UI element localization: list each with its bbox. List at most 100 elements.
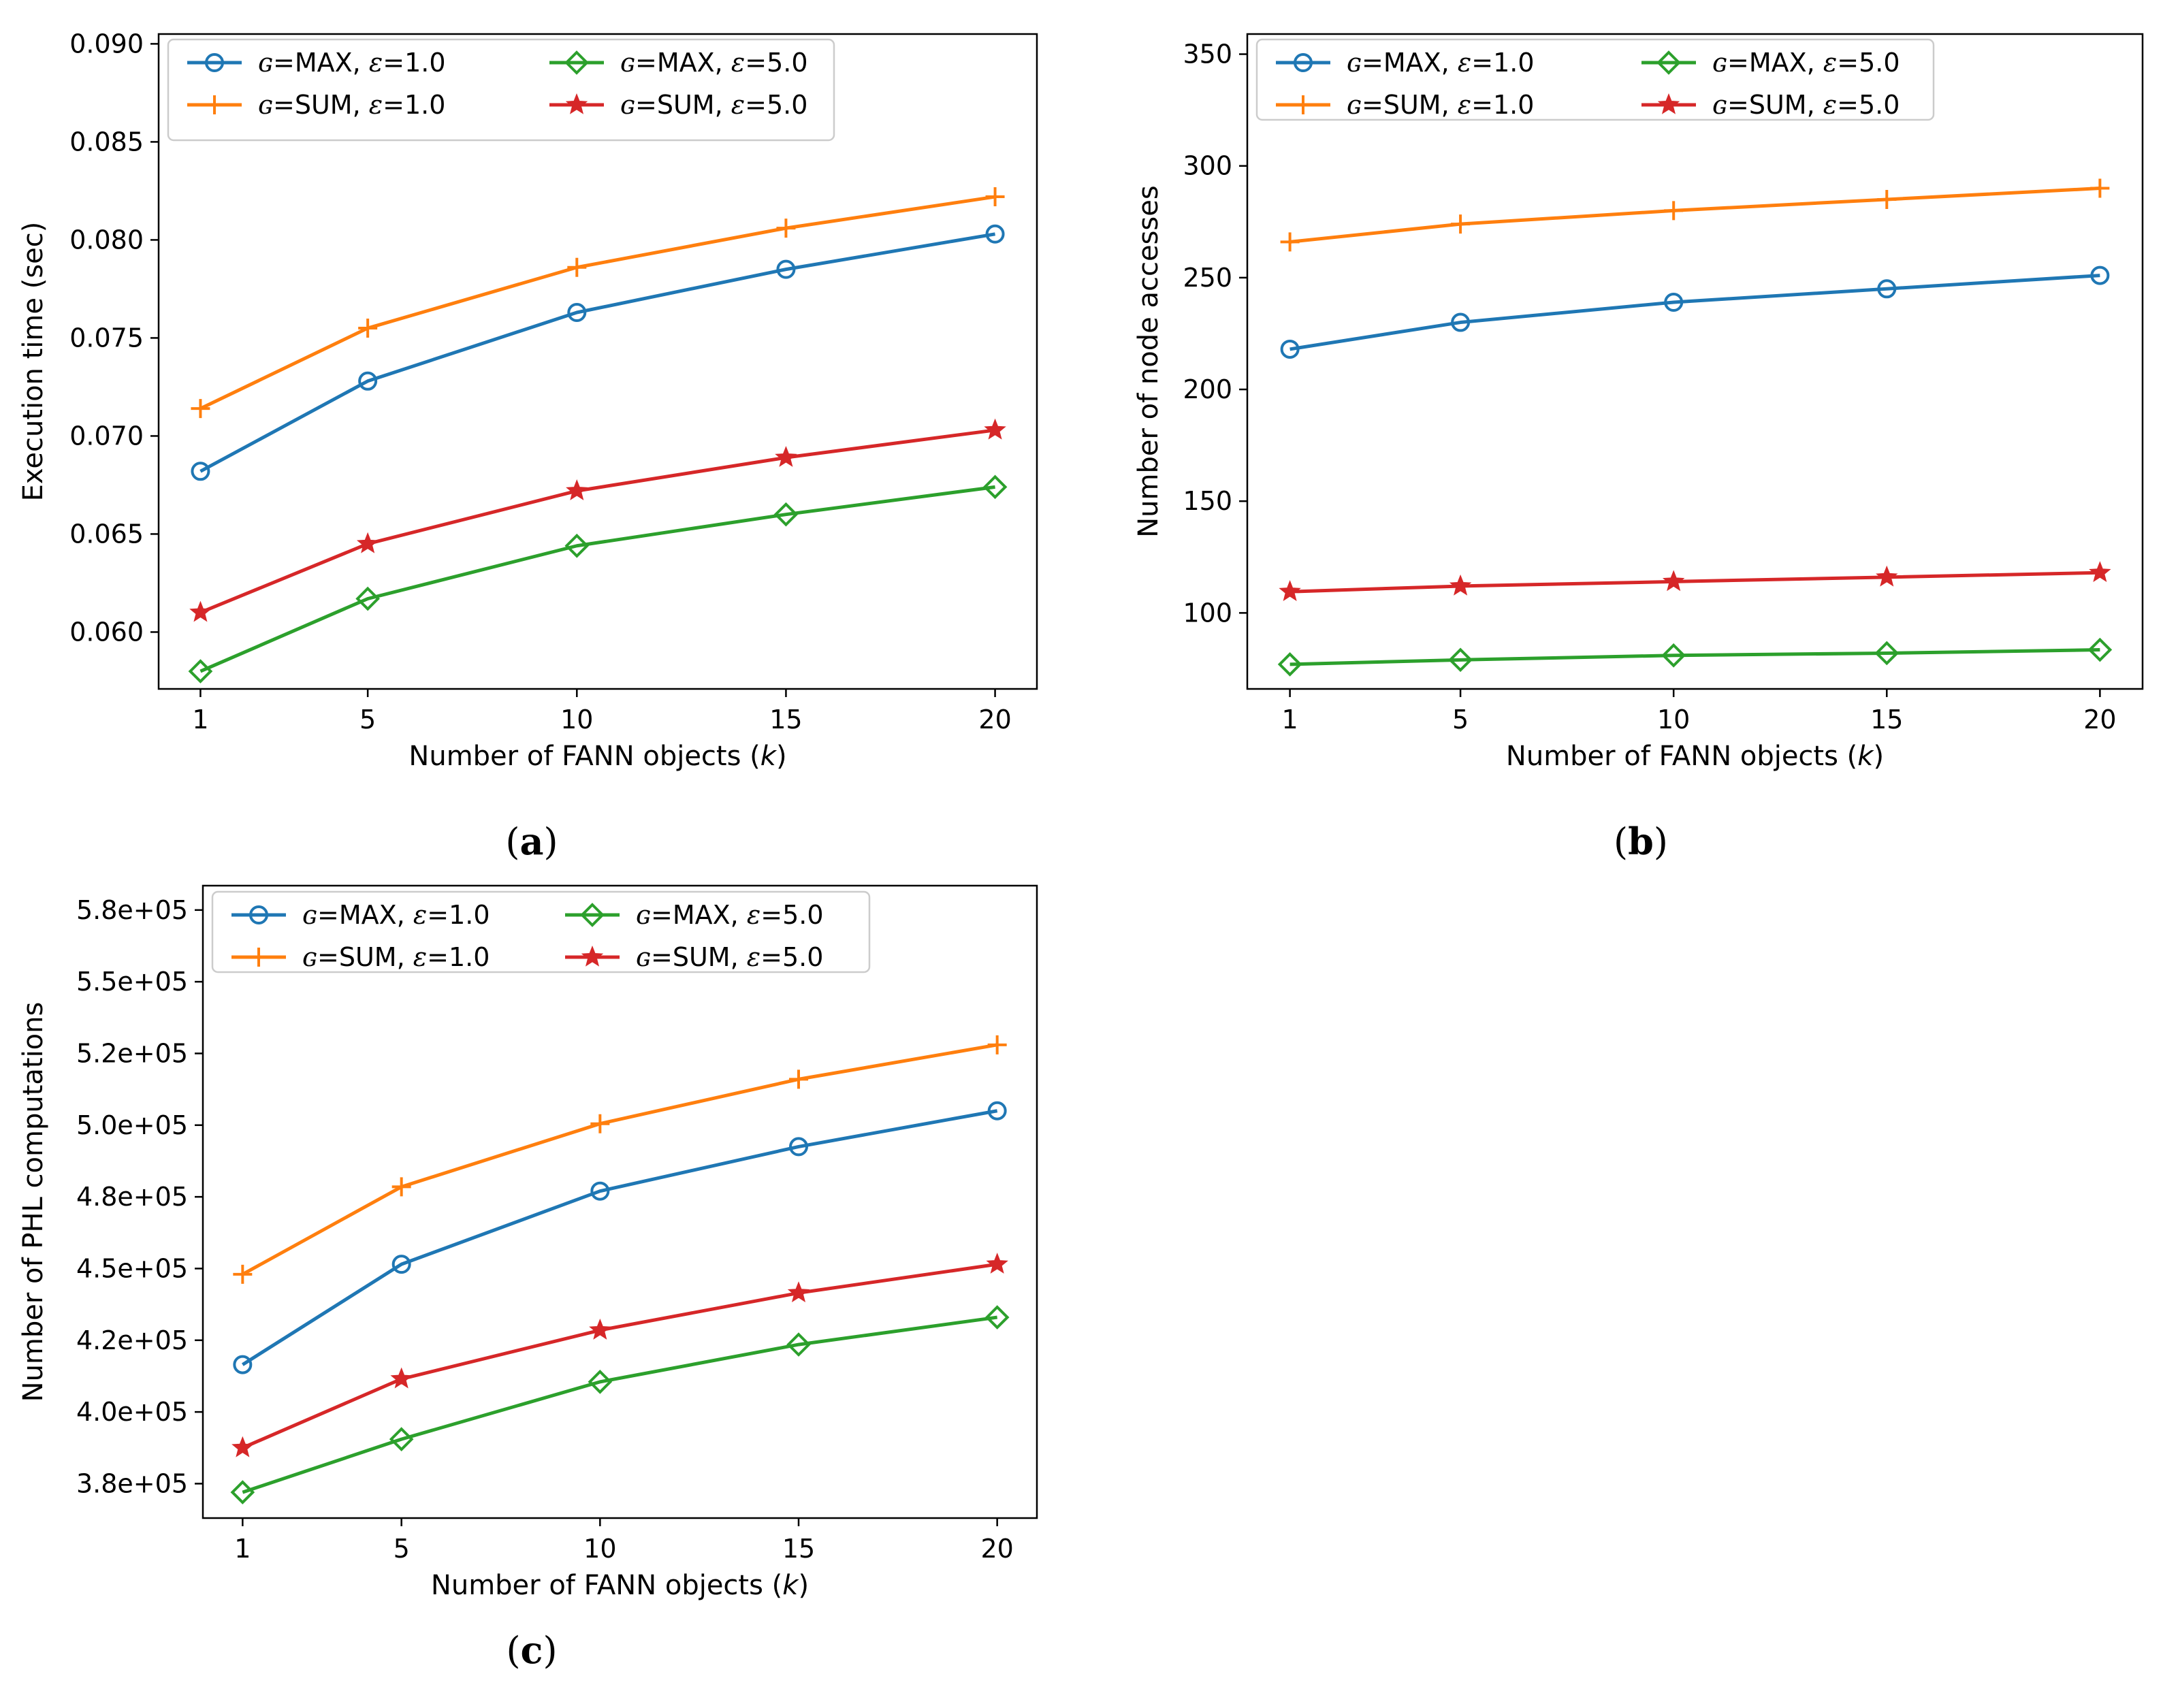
legend-eps-value: =5.0 bbox=[1837, 90, 1900, 120]
y-tick-label: 300 bbox=[1183, 151, 1232, 181]
y-tick-label: 0.080 bbox=[69, 225, 144, 255]
legend-eps-value: =1.0 bbox=[427, 942, 490, 972]
data-point bbox=[358, 371, 378, 391]
legend-entry: ɢ=MAX, ε=5.0 bbox=[549, 48, 808, 78]
legend-entry: ɢ=MAX, ε=5.0 bbox=[565, 900, 824, 930]
data-point bbox=[1874, 641, 1900, 666]
legend-entry: ɢ=MAX, ε=1.0 bbox=[1276, 48, 1535, 78]
legend-g-value: =MAX, bbox=[1362, 48, 1458, 78]
data-point bbox=[986, 1253, 1008, 1274]
legend-marker bbox=[249, 948, 268, 967]
legend-marker bbox=[581, 945, 604, 967]
legend-entry: ɢ=SUM, ε=5.0 bbox=[549, 90, 807, 120]
data-point bbox=[789, 1137, 808, 1157]
data-point bbox=[391, 1255, 411, 1274]
legend-entry: ɢ=MAX, ε=1.0 bbox=[187, 48, 446, 78]
legend-entry: ɢ=MAX, ε=1.0 bbox=[231, 900, 490, 930]
data-point bbox=[589, 1318, 611, 1340]
x-tick-label: 20 bbox=[2083, 705, 2116, 735]
data-point bbox=[1280, 339, 1300, 359]
y-tick-label: 350 bbox=[1183, 39, 1232, 69]
data-point bbox=[230, 1480, 255, 1504]
y-tick-label: 200 bbox=[1183, 374, 1232, 404]
legend-eps-value: =5.0 bbox=[745, 90, 807, 120]
data-point bbox=[567, 257, 587, 277]
legend-g-symbol: ɢ bbox=[1712, 48, 1727, 78]
legend-eps-symbol: ε bbox=[747, 942, 760, 972]
legend-entry: ɢ=SUM, ε=1.0 bbox=[187, 90, 445, 120]
y-tick-label: 250 bbox=[1183, 263, 1232, 293]
legend-box bbox=[167, 38, 835, 142]
legend-g-value: =SUM, bbox=[317, 942, 413, 972]
series-line bbox=[199, 232, 995, 473]
legend-entry: ɢ=SUM, ε=5.0 bbox=[1641, 90, 1900, 120]
legend-label: ɢ=SUM, ε=1.0 bbox=[302, 942, 490, 972]
data-point bbox=[389, 1427, 414, 1451]
data-point bbox=[356, 532, 379, 553]
legend: ɢ=MAX, ε=1.0 ɢ=MAX, ε=5.0ɢ=SUM, ε=1.0 ɢ=SU… bbox=[1255, 38, 1935, 121]
legend-g-value: =SUM, bbox=[651, 942, 747, 972]
x-axis-label-prefix: Number of FANN objects ( bbox=[408, 741, 760, 772]
x-axis-label-prefix: Number of FANN objects ( bbox=[431, 1570, 782, 1601]
legend-eps-value: =5.0 bbox=[760, 900, 823, 930]
data-point bbox=[786, 1332, 811, 1357]
caption-close-paren: ) bbox=[543, 1629, 557, 1672]
data-point bbox=[231, 1436, 254, 1457]
legend-eps-value: =5.0 bbox=[1837, 48, 1900, 78]
y-tick-label: 4.8e+05 bbox=[76, 1182, 188, 1212]
legend-marker bbox=[205, 53, 224, 72]
series-line bbox=[241, 1109, 998, 1366]
plot-frame bbox=[202, 884, 1038, 1519]
legend-eps-symbol: ε bbox=[369, 48, 383, 78]
y-tick-label: 4.2e+05 bbox=[76, 1325, 188, 1355]
y-tick-label: 5.0e+05 bbox=[76, 1110, 188, 1140]
legend-g-symbol: ɢ bbox=[302, 900, 317, 930]
data-point bbox=[1451, 312, 1471, 332]
series-line bbox=[242, 1315, 998, 1494]
data-point bbox=[391, 1177, 411, 1197]
data-point bbox=[982, 474, 1008, 500]
caption-open-paren: ( bbox=[506, 1629, 520, 1672]
legend-eps-value: =5.0 bbox=[760, 942, 823, 972]
data-point bbox=[1877, 189, 1897, 209]
x-axis-label-var: k bbox=[1857, 741, 1874, 772]
x-tick-label: 15 bbox=[769, 705, 802, 735]
data-point bbox=[1661, 643, 1686, 668]
x-axis-label-suffix: ) bbox=[776, 741, 787, 772]
legend-entry: ɢ=MAX, ε=5.0 bbox=[1641, 48, 1900, 78]
legend-label: ɢ=SUM, ε=5.0 bbox=[620, 90, 807, 120]
legend-eps-symbol: ε bbox=[1823, 90, 1837, 120]
caption-close-paren: ) bbox=[544, 820, 558, 863]
chart-panel-c: 1 5 10 15 203.8e+054.0e+054.2e+054.5e+054.8e… bbox=[18, 884, 1038, 1672]
data-point bbox=[984, 418, 1006, 440]
y-axis-label: Number of PHL computations bbox=[18, 1002, 49, 1402]
legend-label: ɢ=MAX, ε=5.0 bbox=[1712, 48, 1900, 78]
y-tick-label: 5.8e+05 bbox=[76, 895, 188, 925]
x-tick-label: 20 bbox=[978, 705, 1011, 735]
data-point bbox=[2090, 178, 2110, 198]
data-point bbox=[590, 1181, 610, 1201]
legend-g-symbol: ɢ bbox=[1347, 48, 1362, 78]
data-point bbox=[188, 659, 213, 683]
data-point bbox=[1877, 279, 1897, 299]
caption-open-paren: ( bbox=[505, 820, 519, 863]
data-point bbox=[358, 319, 378, 338]
y-tick-label: 100 bbox=[1183, 598, 1232, 628]
data-point bbox=[567, 302, 587, 322]
y-tick-label: 0.075 bbox=[69, 323, 144, 353]
caption-open-paren: ( bbox=[1614, 820, 1628, 863]
data-point bbox=[775, 446, 797, 467]
y-axis-label: Execution time (sec) bbox=[18, 222, 49, 502]
legend-g-value: =SUM, bbox=[635, 90, 731, 120]
caption-letter: a bbox=[520, 820, 544, 863]
data-point bbox=[787, 1281, 810, 1303]
x-tick-label: 10 bbox=[1657, 705, 1690, 735]
legend-label: ɢ=SUM, ε=1.0 bbox=[1347, 90, 1534, 120]
legend-g-symbol: ɢ bbox=[636, 900, 651, 930]
plot-frame bbox=[1246, 33, 2144, 690]
x-tick-label: 10 bbox=[560, 705, 593, 735]
legend-eps-symbol: ε bbox=[369, 90, 383, 120]
legend-entry: ɢ=SUM, ε=1.0 bbox=[1276, 90, 1534, 120]
caption-letter: b bbox=[1628, 820, 1654, 863]
legend-g-symbol: ɢ bbox=[258, 90, 273, 120]
